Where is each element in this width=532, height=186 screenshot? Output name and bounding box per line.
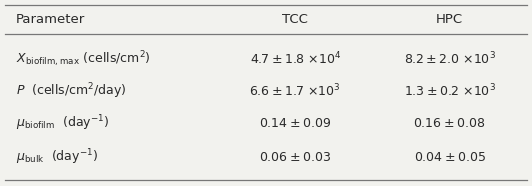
Text: $8.2 \pm 2.0\ {\times}10^{3}$: $8.2 \pm 2.0\ {\times}10^{3}$: [404, 50, 495, 67]
Text: $P$  (cells/cm$^{2}$/day): $P$ (cells/cm$^{2}$/day): [16, 81, 127, 101]
Text: $0.06 \pm 0.03$: $0.06 \pm 0.03$: [259, 151, 331, 164]
Text: $\mu_{\mathrm{bulk}}$  (day$^{-1}$): $\mu_{\mathrm{bulk}}$ (day$^{-1}$): [16, 147, 98, 167]
Text: $0.04 \pm 0.05$: $0.04 \pm 0.05$: [413, 151, 486, 164]
Text: $0.14 \pm 0.09$: $0.14 \pm 0.09$: [259, 117, 331, 130]
Text: $X_{\mathrm{biofilm,max}}$ (cells/cm$^{2}$): $X_{\mathrm{biofilm,max}}$ (cells/cm$^{2…: [16, 49, 151, 69]
Text: Parameter: Parameter: [16, 13, 85, 26]
Text: $1.3 \pm 0.2\ {\times}10^{3}$: $1.3 \pm 0.2\ {\times}10^{3}$: [404, 83, 495, 100]
Text: HPC: HPC: [436, 13, 463, 26]
Text: $4.7 \pm 1.8\ {\times}10^{4}$: $4.7 \pm 1.8\ {\times}10^{4}$: [250, 50, 341, 67]
Text: $\mu_{\mathrm{biofilm}}$  (day$^{-1}$): $\mu_{\mathrm{biofilm}}$ (day$^{-1}$): [16, 114, 109, 134]
Text: $6.6 \pm 1.7\ {\times}10^{3}$: $6.6 \pm 1.7\ {\times}10^{3}$: [250, 83, 341, 100]
Text: TCC: TCC: [282, 13, 308, 26]
Text: $0.16 \pm 0.08$: $0.16 \pm 0.08$: [413, 117, 486, 130]
